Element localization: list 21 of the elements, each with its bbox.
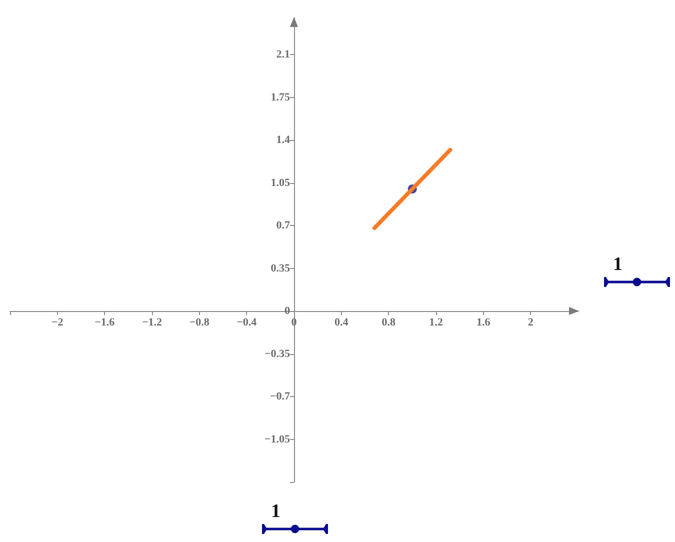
x-tick-label: −0.8 bbox=[189, 316, 210, 329]
y-tick-label: 1.05 bbox=[270, 176, 290, 189]
y-tick-label: −1.05 bbox=[264, 433, 290, 446]
y-tick-label: 0.35 bbox=[270, 262, 290, 274]
x-tick-label: −2 bbox=[51, 316, 64, 329]
x-tick-label: 0.4 bbox=[334, 316, 349, 329]
y-tick-label: −0.35 bbox=[264, 348, 290, 360]
x-tick-label: −1.6 bbox=[94, 316, 116, 329]
text: 1 bbox=[613, 254, 622, 275]
y-tick-label: 2.1 bbox=[276, 48, 290, 61]
y-tick-label: −0.7 bbox=[270, 390, 290, 403]
x-tick-label: 1.2 bbox=[429, 316, 444, 329]
x-tick-label: −1.2 bbox=[142, 316, 162, 329]
x-tick-label: 0.8 bbox=[382, 316, 396, 329]
text: 1 bbox=[271, 501, 280, 522]
x-tick-label: −0.4 bbox=[236, 316, 258, 329]
y-tick-label: 1.4 bbox=[276, 134, 290, 146]
y-tick-label: 0.7 bbox=[276, 220, 290, 232]
x-tick-label: 1.6 bbox=[476, 316, 491, 329]
y-tick-label: 1.75 bbox=[270, 91, 290, 104]
x-tick-label: 2 bbox=[528, 316, 534, 329]
